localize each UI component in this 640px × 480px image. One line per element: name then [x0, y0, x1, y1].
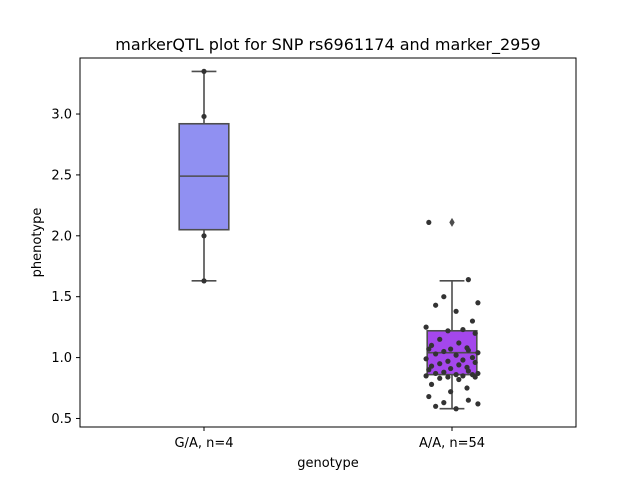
data-point: [426, 393, 432, 400]
data-point: [423, 324, 429, 330]
data-point: [448, 389, 454, 395]
data-point: [453, 352, 459, 358]
axes-frame: [79, 57, 577, 428]
data-point: [426, 367, 432, 373]
data-point: [445, 358, 451, 364]
data-point: [428, 342, 435, 349]
data-point: [453, 308, 459, 314]
data-point: [464, 385, 470, 391]
data-point: [453, 406, 459, 412]
x-axis: G/A, n=4 A/A, n=54: [174, 427, 485, 451]
data-point: [441, 294, 447, 300]
data-point: [472, 330, 478, 336]
data-point: [426, 346, 432, 352]
y-tick-label: 3.0: [51, 108, 72, 123]
data-point: [475, 370, 481, 377]
data-point: [433, 370, 439, 377]
data-point: [460, 373, 466, 379]
data-point: [475, 300, 481, 306]
chart-title: markerQTL plot for SNP rs6961174 and mar…: [115, 35, 540, 55]
data-point: [433, 302, 439, 308]
data-point: [460, 326, 466, 333]
x-axis-title: genotype: [297, 456, 358, 471]
data-point: [448, 346, 454, 352]
box-group: [178, 68, 230, 284]
box-group: [423, 217, 481, 412]
y-tick-label: 1.0: [51, 351, 72, 366]
data-point: [445, 374, 451, 380]
data-point: [437, 336, 443, 342]
data-point: [426, 219, 432, 226]
y-axis: 0.5 1.0 1.5 2.0 2.5 3.0: [51, 108, 80, 427]
data-point: [460, 357, 466, 363]
data-point: [456, 376, 462, 383]
data-point: [448, 365, 454, 372]
data-point: [423, 373, 429, 379]
data-point: [428, 381, 435, 387]
x-tick-label: G/A, n=4: [174, 436, 233, 451]
data-point: [437, 361, 443, 367]
data-point: [472, 359, 478, 366]
data-point: [201, 68, 207, 74]
data-point: [433, 403, 439, 409]
data-point: [469, 318, 476, 324]
outlier-marker: [449, 217, 455, 227]
data-point: [465, 397, 471, 403]
y-tick-label: 2.0: [51, 229, 72, 244]
data-point: [475, 401, 481, 407]
data-point: [201, 113, 207, 120]
data-point: [472, 374, 478, 380]
data-point: [201, 233, 207, 239]
plot-area: [178, 68, 481, 412]
data-point: [441, 348, 447, 355]
x-tick-label: A/A, n=54: [419, 436, 485, 451]
data-point: [437, 375, 443, 381]
y-tick-label: 0.5: [51, 412, 72, 427]
y-axis-title: phenotype: [30, 208, 45, 278]
data-point: [465, 277, 471, 283]
data-point: [433, 351, 439, 357]
data-point: [428, 363, 435, 369]
y-tick-label: 2.5: [51, 168, 72, 183]
data-point: [445, 328, 451, 334]
data-point: [465, 368, 471, 374]
data-point: [475, 350, 481, 356]
data-point: [423, 356, 429, 362]
data-point: [441, 400, 447, 406]
data-point: [201, 278, 207, 284]
y-tick-label: 1.5: [51, 290, 72, 305]
data-point: [453, 372, 459, 378]
data-point: [456, 362, 462, 368]
data-point: [441, 369, 447, 375]
data-point: [465, 347, 471, 353]
data-point: [469, 354, 476, 361]
data-point: [456, 340, 462, 346]
